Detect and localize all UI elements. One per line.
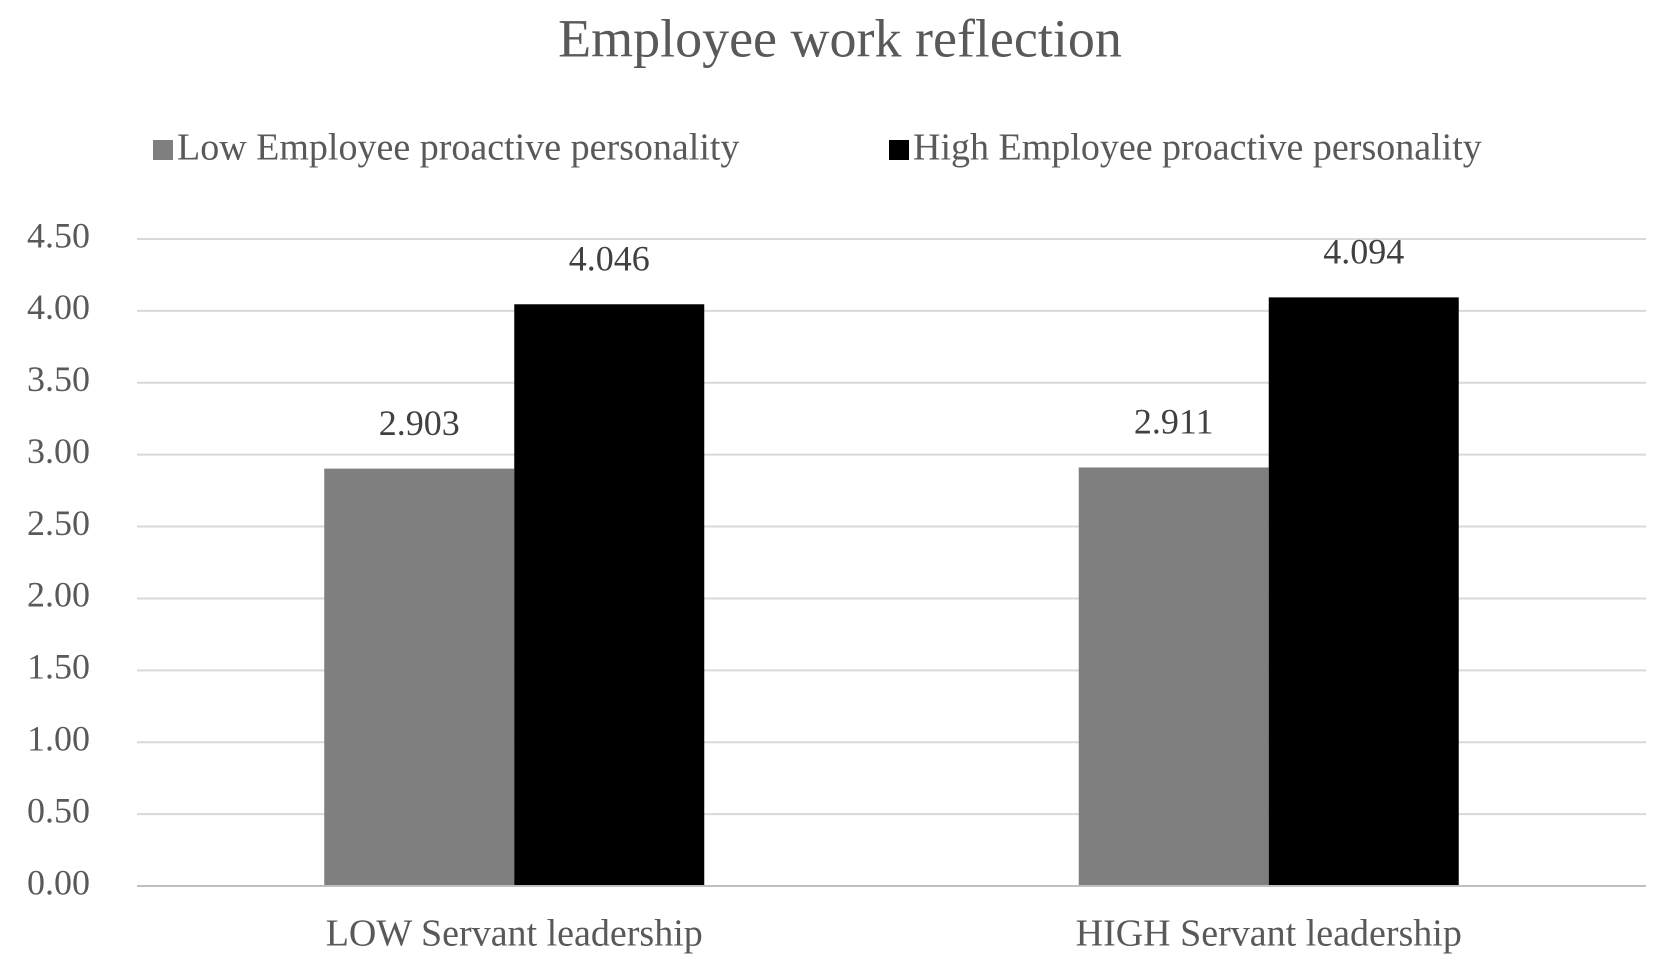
legend-swatch (153, 140, 173, 160)
y-tick-label: 4.00 (27, 287, 90, 327)
bar (324, 468, 515, 886)
data-label: 4.046 (569, 239, 650, 279)
data-label: 4.094 (1323, 232, 1404, 272)
data-label: 2.911 (1134, 402, 1214, 442)
y-tick-label: 0.50 (27, 790, 90, 830)
x-tick-label: HIGH Servant leadership (1076, 913, 1462, 955)
legend-label: Low Employee proactive personality (177, 127, 739, 169)
y-tick-label: 4.50 (27, 215, 90, 255)
y-tick-label: 1.00 (27, 718, 90, 758)
y-tick-label: 3.00 (27, 431, 90, 471)
y-tick-label: 0.00 (27, 862, 90, 902)
bar (514, 304, 705, 886)
chart-title: Employee work reflection (558, 8, 1122, 68)
y-tick-label: 2.00 (27, 575, 90, 615)
y-tick-label: 1.50 (27, 647, 90, 687)
y-tick-label: 2.50 (27, 503, 90, 543)
bar (1268, 297, 1459, 886)
y-tick-label: 3.50 (27, 359, 90, 399)
bar (1078, 467, 1269, 886)
legend-swatch (889, 140, 909, 160)
legend-label: High Employee proactive personality (913, 127, 1482, 169)
x-tick-label: LOW Servant leadership (326, 913, 703, 955)
data-label: 2.903 (379, 403, 460, 443)
